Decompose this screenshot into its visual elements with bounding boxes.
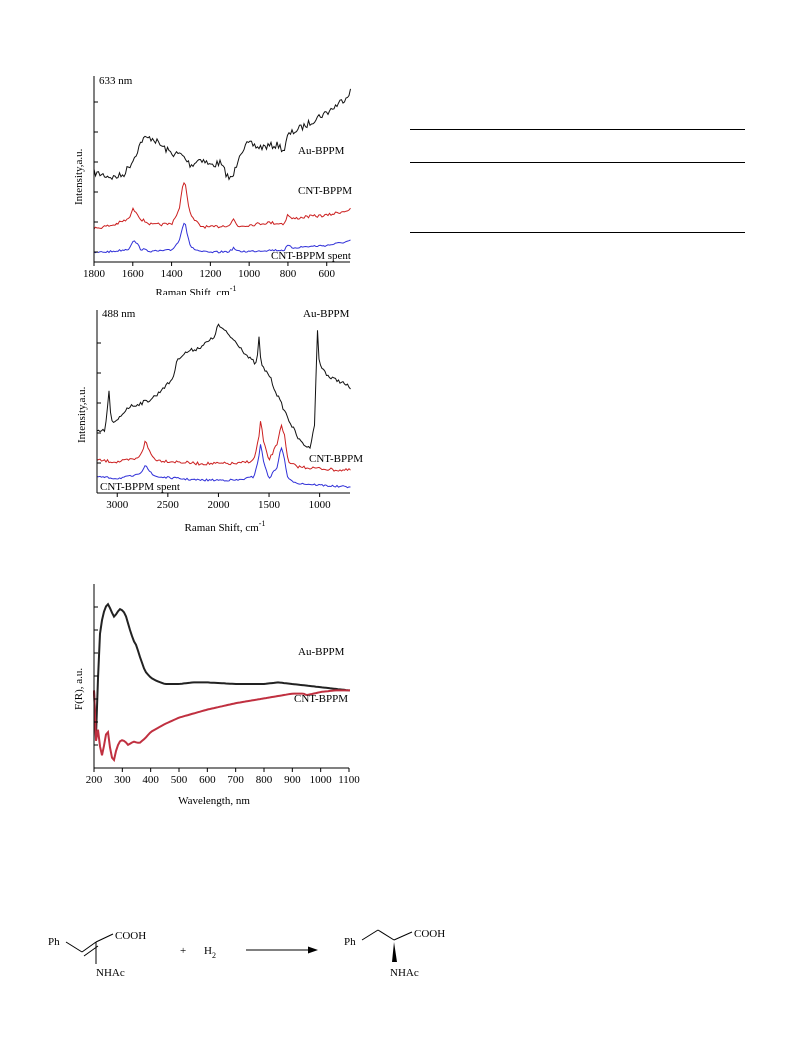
x-axis-label: Raman Shift, cm-1	[185, 519, 266, 534]
x-axis-label: Wavelength, nm	[178, 795, 250, 807]
plus-sign: +	[180, 945, 186, 957]
reaction-arrow	[246, 946, 318, 954]
x-tick-label: 1000	[238, 268, 261, 280]
hydrogen-label: H2	[204, 945, 216, 960]
series-line-au-bppm	[93, 602, 351, 737]
legend-cnt-bppm-spent: CNT-BPPM spent	[271, 250, 351, 262]
reactant-structure: Ph COOH NHAc	[48, 930, 146, 979]
uv-vis-chart: 200 300 400 500 600 700 800 900 1000 1100 Au-BPPM…	[73, 584, 360, 807]
annotation-633nm: 633 nm	[99, 75, 133, 87]
reaction-scheme: Ph COOH NHAc + H2 Ph COOH NHAc	[48, 928, 445, 979]
series-line-au-bppm	[93, 88, 351, 181]
legend-cnt-bppm: CNT-BPPM	[298, 185, 352, 197]
x-tick-label: 1200	[199, 268, 222, 280]
x-tick-label: 1000	[310, 774, 333, 786]
x-tick-label: 600	[318, 268, 335, 280]
legend-au-bppm: Au-BPPM	[303, 308, 350, 320]
x-tick-label: 1000	[309, 499, 332, 511]
x-tick-label: 2500	[157, 499, 180, 511]
series-line-cnt-bppm-spent	[93, 222, 351, 254]
legend-au-bppm: Au-BPPM	[298, 646, 345, 658]
x-tick-label: 900	[284, 774, 301, 786]
reactant-nhac: NHAc	[96, 967, 125, 979]
product-cooh: COOH	[414, 928, 445, 940]
x-tick-label: 1800	[83, 268, 106, 280]
x-tick-label: 800	[256, 774, 273, 786]
product-ph: Ph	[344, 936, 356, 948]
series-line-cnt-bppm	[93, 181, 351, 230]
legend-cnt-bppm-spent: CNT-BPPM spent	[100, 481, 180, 493]
product-structure: Ph COOH NHAc	[344, 928, 445, 979]
reactant-ph: Ph	[48, 936, 60, 948]
x-tick-label: 1400	[161, 268, 184, 280]
x-axis-label: Raman Shift, cm-1	[156, 284, 237, 295]
series-line-cnt-bppm	[93, 689, 350, 763]
table-top-rule	[410, 129, 745, 130]
x-tick-label: 600	[199, 774, 216, 786]
product-nhac: NHAc	[390, 967, 419, 979]
x-tick-label: 300	[114, 774, 131, 786]
x-tick-label: 500	[171, 774, 188, 786]
series-line-cnt-bppm	[96, 421, 351, 472]
x-tick-label: 1600	[122, 268, 144, 280]
x-tick-label: 800	[280, 268, 297, 280]
y-axis-label: Intensity,a.u.	[76, 386, 88, 443]
series-line-cnt-bppm-spent	[96, 444, 351, 489]
series-line-au-bppm	[96, 323, 351, 450]
raman-488-chart: 3000 2500 2000 1500 1000 488 nm Au-BPPM CNT-…	[76, 308, 363, 534]
legend-au-bppm: Au-BPPM	[298, 145, 345, 157]
x-tick-label: 400	[142, 774, 159, 786]
y-axis-label: F(R), a.u.	[73, 668, 85, 710]
x-tick-label: 2000	[207, 499, 230, 511]
legend-cnt-bppm: CNT-BPPM	[294, 693, 348, 705]
table-bottom-rule	[410, 232, 745, 233]
reactant-cooh: COOH	[115, 930, 146, 942]
x-tick-label: 700	[227, 774, 244, 786]
legend-cnt-bppm: CNT-BPPM	[309, 453, 363, 465]
x-tick-label: 1500	[258, 499, 281, 511]
table-header-rule	[410, 162, 745, 163]
raman-633-chart: 1800 1600 1400 1200 1000 800 600 633 nm Au-BPP…	[73, 75, 352, 295]
annotation-488nm: 488 nm	[102, 308, 136, 320]
x-tick-label: 1100	[338, 774, 360, 786]
x-tick-label: 200	[86, 774, 103, 786]
x-tick-label: 3000	[106, 499, 128, 511]
y-axis-label: Intensity,a.u.	[73, 148, 85, 205]
